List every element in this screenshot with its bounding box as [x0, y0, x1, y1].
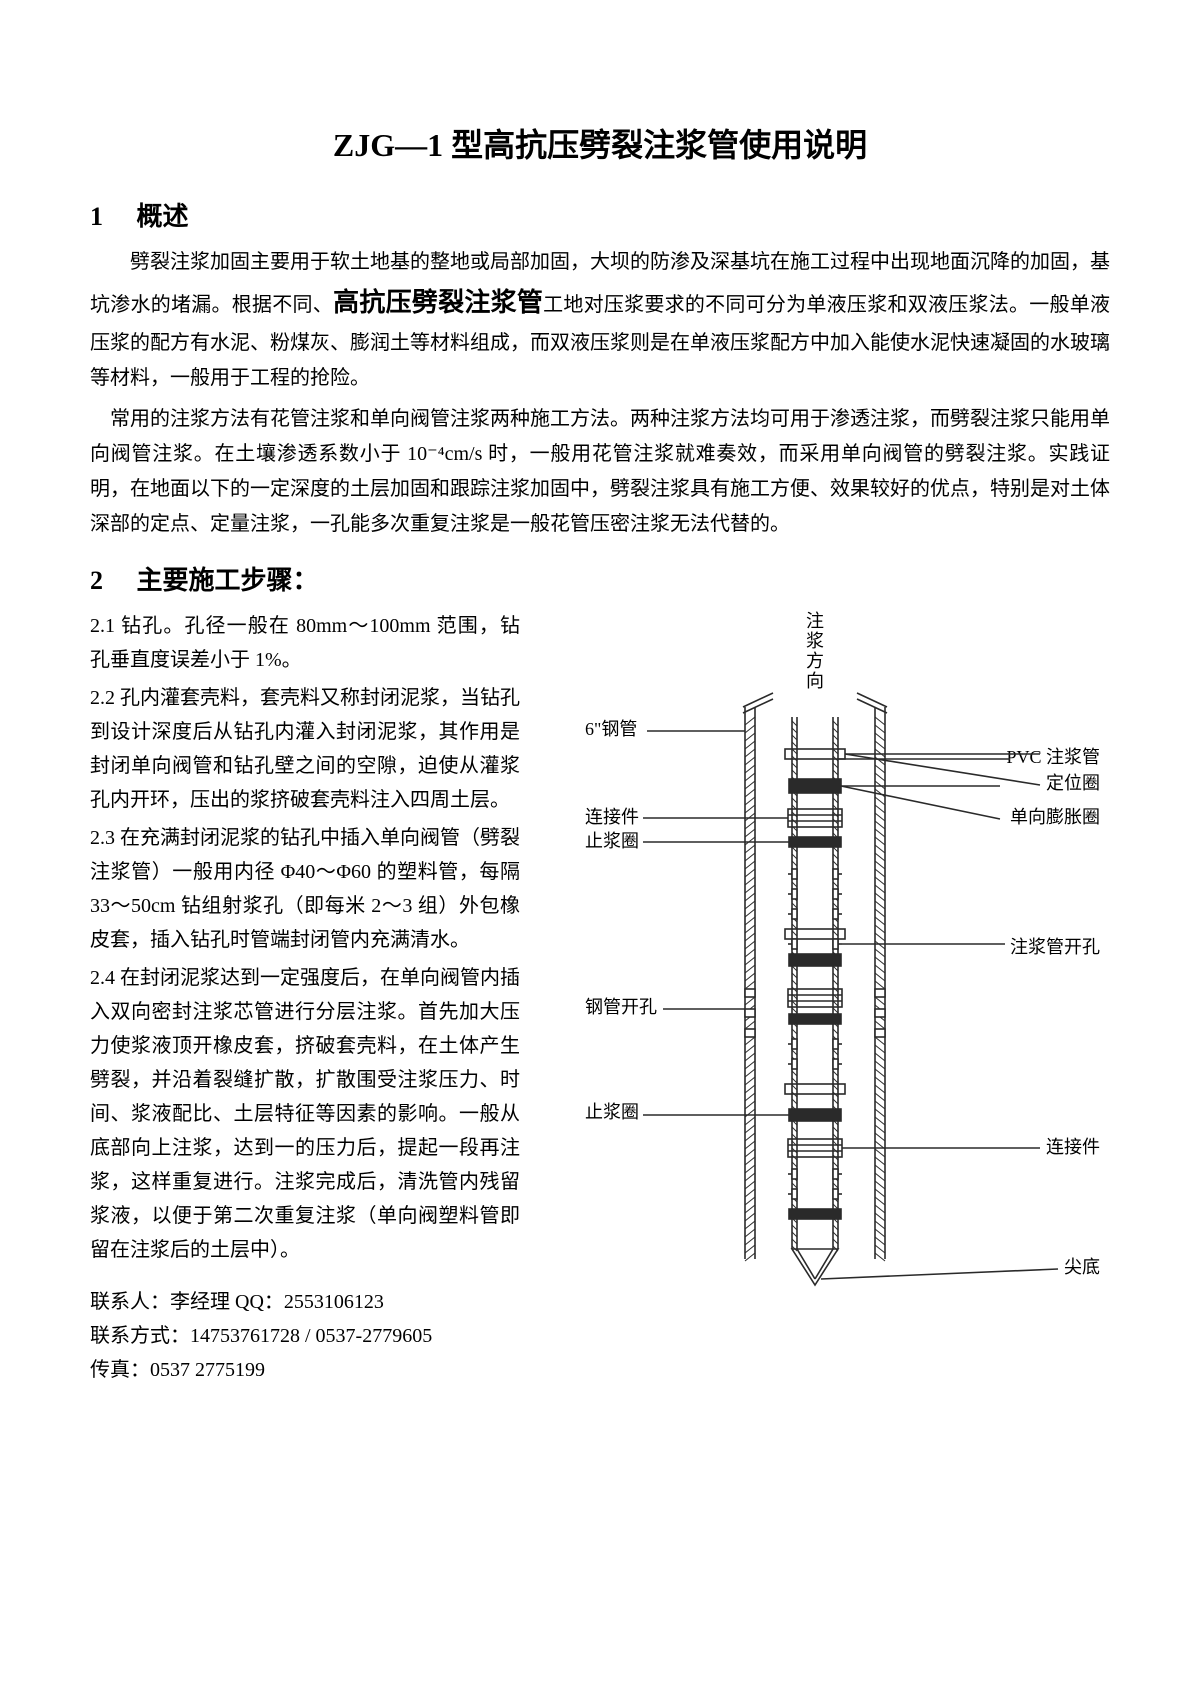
step-2-1: 2.1 钻孔。孔径一般在 80mm～100mm 范围，钻孔垂直度误差小于 1%。: [90, 609, 520, 677]
steps-column: 2.1 钻孔。孔径一般在 80mm～100mm 范围，钻孔垂直度误差小于 1%。…: [90, 609, 520, 1387]
document-page: ZJG—1 型高抗压劈裂注浆管使用说明 1 概述 劈裂注浆加固主要用于软土地基的…: [0, 0, 1200, 1697]
contact-line-3: 传真：0537 2775199: [90, 1353, 520, 1387]
contact-phone-value: 14753761728 / 0537-2779605: [190, 1325, 432, 1347]
section-2-number: 2: [90, 566, 130, 596]
svg-text:6"钢管: 6"钢管: [585, 719, 637, 739]
svg-text:钢管开孔: 钢管开孔: [585, 997, 657, 1017]
svg-text:定位圈: 定位圈: [1046, 773, 1100, 793]
svg-text:止浆圈: 止浆圈: [585, 831, 639, 851]
contact-fax-value: 0537 2775199: [150, 1359, 265, 1381]
section-1-heading: 概述: [137, 202, 189, 231]
contact-line-1: 联系人：李经理 QQ：2553106123: [90, 1285, 520, 1319]
contact-person-label: 联系人：: [90, 1291, 170, 1313]
section-2-heading: 主要施工步骤：: [137, 566, 319, 595]
svg-text:浆: 浆: [806, 631, 824, 651]
svg-text:尖底: 尖底: [1064, 1257, 1100, 1277]
step-2-2: 2.2 孔内灌套壳料，套壳料又称封闭泥浆，当钻孔到设计深度后从钻孔内灌入封闭泥浆…: [90, 681, 520, 817]
diagram-column: 注浆方向6"钢管连接件止浆圈钢管开孔止浆圈PVC 注浆管定位圈单向膨胀圈注浆管开…: [540, 609, 1110, 1387]
contact-phone-label: 联系方式：: [90, 1325, 190, 1347]
contact-block: 联系人：李经理 QQ：2553106123 联系方式：14753761728 /…: [90, 1285, 520, 1387]
grouting-pipe-diagram: 注浆方向6"钢管连接件止浆圈钢管开孔止浆圈PVC 注浆管定位圈单向膨胀圈注浆管开…: [540, 609, 1110, 1299]
section-1-header: 1 概述: [90, 196, 1110, 233]
svg-text:注浆管开孔: 注浆管开孔: [1010, 937, 1100, 957]
svg-text:PVC 注浆管: PVC 注浆管: [1006, 747, 1100, 767]
section-1-para1: 劈裂注浆加固主要用于软土地基的整地或局部加固，大坝的防渗及深基坑在施工过程中出现…: [90, 245, 1110, 396]
contact-line-2: 联系方式：14753761728 / 0537-2779605: [90, 1319, 520, 1353]
step-2-3: 2.3 在充满封闭泥浆的钻孔中插入单向阀管（劈裂注浆管）一般用内径 Φ40～Φ6…: [90, 821, 520, 957]
step-2-4: 2.4 在封闭泥浆达到一定强度后，在单向阀管内插入双向密封注浆芯管进行分层注浆。…: [90, 961, 520, 1267]
svg-text:单向膨胀圈: 单向膨胀圈: [1010, 807, 1100, 827]
section-1-number: 1: [90, 202, 130, 232]
svg-text:止浆圈: 止浆圈: [585, 1102, 639, 1122]
page-title: ZJG—1 型高抗压劈裂注浆管使用说明: [90, 120, 1110, 166]
svg-text:连接件: 连接件: [585, 807, 639, 827]
section-1-body: 劈裂注浆加固主要用于软土地基的整地或局部加固，大坝的防渗及深基坑在施工过程中出现…: [90, 245, 1110, 542]
svg-text:连接件: 连接件: [1046, 1137, 1100, 1157]
svg-text:方: 方: [806, 651, 824, 671]
contact-person-value: 李经理 QQ：2553106123: [170, 1291, 384, 1313]
para1-emphasis: 高抗压劈裂注浆管: [333, 288, 543, 317]
svg-text:向: 向: [806, 671, 824, 691]
two-column-layout: 2.1 钻孔。孔径一般在 80mm～100mm 范围，钻孔垂直度误差小于 1%。…: [90, 609, 1110, 1387]
section-1-para2: 常用的注浆方法有花管注浆和单向阀管注浆两种施工方法。两种注浆方法均可用于渗透注浆…: [90, 402, 1110, 542]
contact-fax-label: 传真：: [90, 1359, 150, 1381]
svg-text:注: 注: [806, 611, 824, 631]
section-2-header: 2 主要施工步骤：: [90, 560, 1110, 597]
